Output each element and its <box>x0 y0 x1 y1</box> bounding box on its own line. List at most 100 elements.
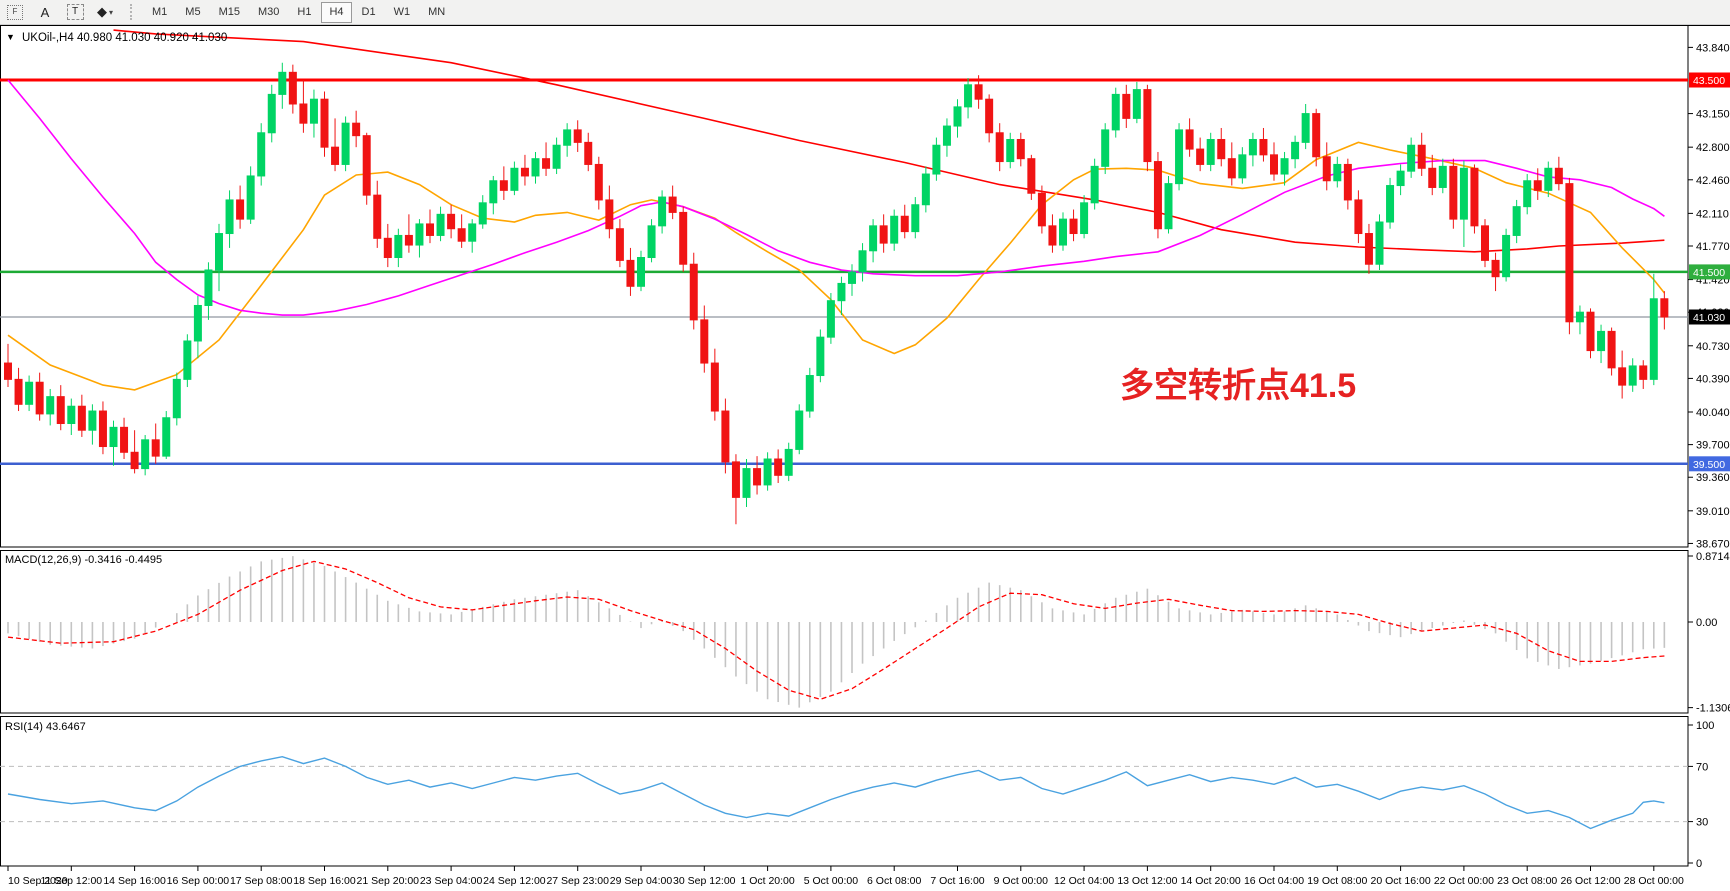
timeframe-button-d1[interactable]: D1 <box>361 6 376 18</box>
candle-body <box>1238 154 1247 179</box>
candle-body <box>1059 218 1067 246</box>
candle-body <box>478 202 487 225</box>
candle-body <box>1354 199 1363 235</box>
candle-body <box>837 282 846 302</box>
timeframe-button-m5[interactable]: M5 <box>185 6 201 18</box>
toolbar: F A T ◆ ▾ M1 M5 M15 M30 H1 H4 D1 W1 MN <box>0 0 1730 25</box>
candle-body <box>1386 185 1395 223</box>
candle-body <box>1175 129 1184 185</box>
candle-body <box>700 319 709 364</box>
candle-body <box>816 336 825 377</box>
candle-body <box>584 141 593 165</box>
candle-body <box>1628 365 1637 386</box>
timeframe-button-m15[interactable]: M15 <box>218 6 240 18</box>
price-badge-39.500 <box>1689 456 1730 472</box>
candle-body <box>1153 161 1162 230</box>
candle-body <box>679 211 688 265</box>
candle-body <box>489 180 498 204</box>
candle-body <box>1037 192 1046 227</box>
candle-body <box>1396 170 1405 187</box>
pattern-tool-icon[interactable]: F <box>2 1 28 23</box>
candle-body <box>742 468 751 498</box>
price-axis-label: 39.360 <box>1696 472 1730 484</box>
price-axis-label: 39.010 <box>1696 506 1730 518</box>
date-axis-label: 29 Sep 04:00 <box>610 875 673 887</box>
pattern-tool-icon: F <box>7 4 23 20</box>
candle-body <box>1006 138 1015 163</box>
candle-body <box>320 98 329 148</box>
candle-body <box>499 180 508 191</box>
candle-body <box>689 263 698 321</box>
candle-body <box>964 84 973 108</box>
price-axis-label: 38.670 <box>1696 538 1730 550</box>
candle-body <box>46 396 55 415</box>
timeframe-button-w1[interactable]: W1 <box>393 6 411 18</box>
objects-tool-icon[interactable]: ◆ ▾ <box>92 1 118 23</box>
timeframe-button-mn[interactable]: MN <box>428 6 446 18</box>
candle-body <box>56 396 65 425</box>
collapse-icon[interactable]: ▼ <box>6 32 15 42</box>
candle-body <box>890 215 899 244</box>
text-label-tool-icon[interactable]: A <box>32 1 58 23</box>
candle-body <box>520 167 529 177</box>
candle-body <box>1280 158 1289 175</box>
rsi-panel-frame <box>0 716 1689 867</box>
timeframe-button-m1[interactable]: M1 <box>152 6 168 18</box>
chart-svg[interactable]: 43.84043.15042.80042.46042.11041.77041.4… <box>0 25 1730 891</box>
candle-body <box>457 228 466 242</box>
timeframe-button-h1[interactable]: H1 <box>297 6 312 18</box>
candle-body <box>805 375 814 412</box>
candle-body <box>1248 138 1257 156</box>
candle-body <box>341 122 350 165</box>
date-axis-label: 9 Oct 00:00 <box>994 875 1048 887</box>
candle-body <box>1291 141 1300 160</box>
candle-body <box>172 378 181 419</box>
price-badge-41.030 <box>1689 309 1730 325</box>
dropdown-caret-icon: ▾ <box>108 7 113 17</box>
candle-body <box>426 223 434 236</box>
candle-body <box>141 439 150 470</box>
price-axis-label: 42.110 <box>1696 208 1729 220</box>
date-axis-label: 13 Oct 12:00 <box>1117 875 1177 887</box>
price-axis-label: 42.800 <box>1696 142 1730 154</box>
candle-body <box>25 381 34 405</box>
candle-body <box>1459 167 1468 220</box>
candle-body <box>383 237 392 259</box>
candle-body <box>900 215 909 233</box>
candle-body <box>1470 167 1479 227</box>
price-axis-label: 39.700 <box>1696 440 1730 452</box>
candle-body <box>753 468 762 486</box>
timeframe-button-h4[interactable]: H4 <box>321 1 352 23</box>
price-axis-label: 42.460 <box>1696 175 1730 187</box>
candle-body <box>1101 129 1110 167</box>
annotation-text[interactable]: 多空转折点41.5 <box>1120 367 1356 405</box>
price-axis-label: 41.770 <box>1696 241 1730 253</box>
date-axis-label: 23 Oct 08:00 <box>1497 875 1557 887</box>
candle-body <box>774 458 783 476</box>
candle-body <box>1185 129 1194 150</box>
candle-body <box>1080 202 1089 235</box>
candle-body <box>784 448 793 476</box>
date-axis-label: 22 Oct 00:00 <box>1434 875 1494 887</box>
textbox-tool-icon[interactable]: T <box>62 1 88 23</box>
candle-body <box>763 458 772 486</box>
candle-body <box>1481 225 1489 261</box>
candle-body <box>542 158 551 169</box>
candle-body <box>826 300 835 338</box>
candle-body <box>710 362 719 412</box>
candle-body <box>1407 144 1416 172</box>
candle-body <box>1196 148 1205 165</box>
candle-body <box>1164 183 1173 230</box>
price-badge-43.500 <box>1689 72 1730 88</box>
candle-body <box>1227 158 1236 179</box>
macd-axis-label: 0.00 <box>1696 617 1717 629</box>
candle-body <box>257 132 266 177</box>
candle-body <box>1607 330 1616 369</box>
candle-body <box>278 71 287 95</box>
candle-body <box>373 194 382 239</box>
timeframe-button-m30[interactable]: M30 <box>257 6 280 18</box>
candle-body <box>299 103 308 124</box>
rsi-axis-label: 30 <box>1696 817 1708 829</box>
candle-body <box>1639 365 1648 380</box>
